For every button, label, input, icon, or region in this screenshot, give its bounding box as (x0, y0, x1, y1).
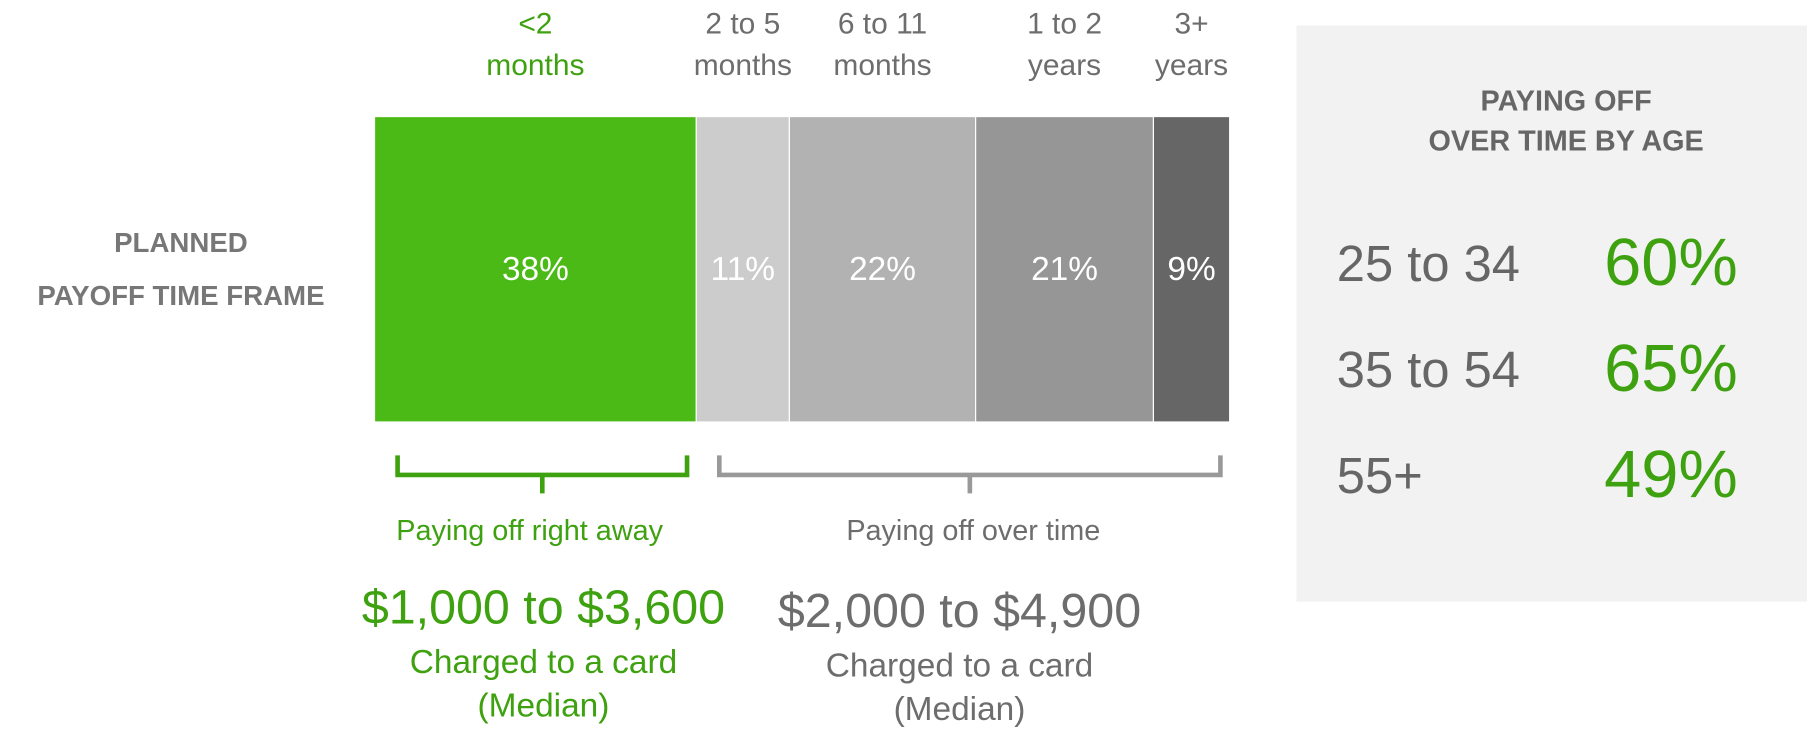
panel-title: PAYING OFF (1481, 85, 1652, 117)
category-label: 6 to 11 months (833, 7, 931, 81)
age-label: 35 to 54 (1337, 341, 1520, 398)
category-label: 3+ years (1155, 7, 1228, 81)
age-value: 49% (1604, 437, 1738, 512)
bar-segment (373, 116, 697, 423)
side-panel (1296, 25, 1807, 602)
bar-segment (788, 116, 977, 423)
group-caption: Charged to a card (826, 647, 1093, 684)
age-label: 25 to 34 (1337, 235, 1520, 292)
bracket (395, 455, 690, 494)
bar-segment (1152, 116, 1231, 423)
group-caption: (Median) (478, 688, 610, 725)
age-label: 55+ (1337, 447, 1423, 504)
bar-segment (695, 116, 790, 423)
category-label: <2 months (486, 7, 584, 81)
value-label: 9% (1167, 251, 1215, 288)
y-axis-label: PLANNED (114, 227, 248, 258)
bracket (717, 455, 1223, 494)
group-amount: $1,000 to $3,600 (362, 581, 725, 635)
group-amount: $2,000 to $4,900 (778, 584, 1141, 638)
value-label: 22% (849, 251, 916, 288)
age-value: 65% (1604, 331, 1738, 406)
y-axis-label: PAYOFF TIME FRAME (37, 280, 324, 311)
group-label: Paying off right away (396, 515, 663, 547)
bar-segment (975, 116, 1155, 423)
group-caption: Charged to a card (410, 644, 677, 681)
panel-title: OVER TIME BY AGE (1429, 126, 1704, 158)
value-label: 38% (502, 251, 569, 288)
value-label: 21% (1031, 251, 1098, 288)
group-label: Paying off over time (846, 515, 1100, 547)
category-label: 2 to 5 months (694, 7, 792, 81)
group-caption: (Median) (894, 691, 1026, 728)
age-value: 60% (1604, 225, 1738, 300)
value-label: 11% (711, 251, 775, 288)
category-label: 1 to 2 years (1027, 7, 1102, 81)
